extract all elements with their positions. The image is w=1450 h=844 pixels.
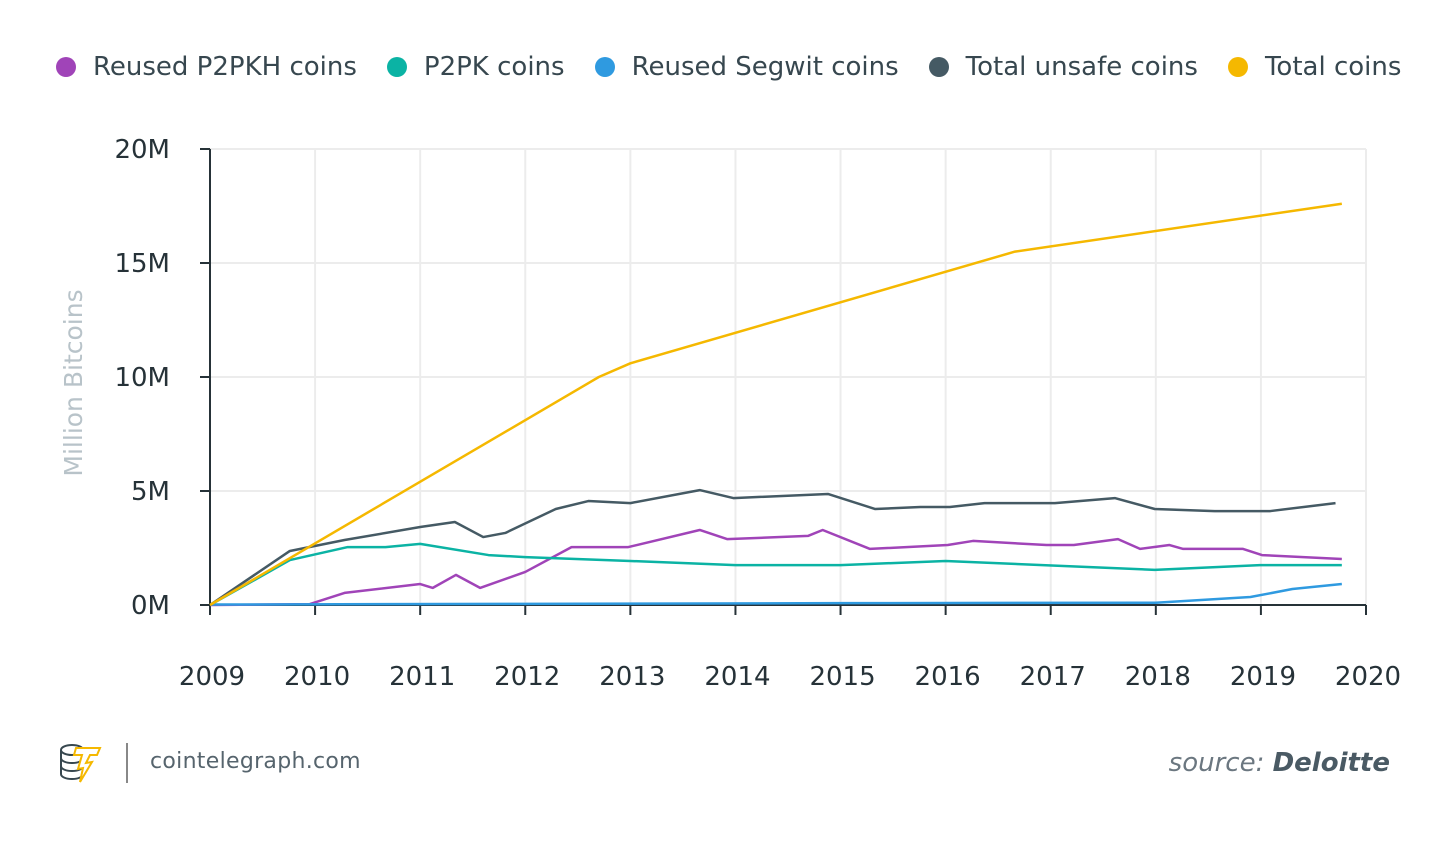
series-line-total-unsafe-coins	[209, 488, 1336, 607]
series-line-reused-segwit-coins	[209, 582, 1342, 606]
legend-item[interactable]: Reused P2PKH coins	[56, 52, 357, 82]
legend-label: Total coins	[1264, 52, 1402, 82]
source-name: Deloitte	[1272, 748, 1390, 778]
legend-dot-icon	[928, 57, 949, 77]
source-credit: source: Deloitte	[1169, 748, 1390, 778]
y-tick-label: 0M	[131, 591, 170, 621]
x-tick-label: 2012	[494, 662, 560, 692]
x-tick-label: 2010	[284, 662, 350, 692]
x-tick-label: 2013	[599, 662, 665, 692]
legend-dot-icon	[386, 57, 407, 77]
footer-divider	[126, 743, 128, 783]
x-tick-label: 2018	[1125, 662, 1191, 692]
legend-item[interactable]: P2PK coins	[386, 52, 565, 82]
legend-label: Total unsafe coins	[965, 52, 1198, 82]
x-tick-label: 2014	[704, 662, 770, 692]
legend-item[interactable]: Total coins	[1227, 52, 1402, 82]
y-tick-label: 10M	[114, 363, 170, 393]
x-tick-label: 2009	[179, 662, 245, 692]
legend-label: Reused P2PKH coins	[93, 52, 357, 82]
legend-dot-icon	[56, 57, 76, 77]
x-tick-label: 2011	[389, 662, 455, 692]
legend-dot-icon	[1227, 57, 1248, 77]
x-tick-label: 2019	[1230, 662, 1296, 692]
cointelegraph-logo-icon	[60, 744, 102, 783]
series-line-total-coins	[209, 202, 1343, 607]
site-name: cointelegraph.com	[150, 749, 361, 774]
y-tick-label: 15M	[114, 249, 170, 279]
x-tick-label: 2015	[809, 662, 875, 692]
source-prefix: source:	[1168, 748, 1273, 778]
x-tick-label: 2016	[915, 662, 981, 692]
x-tick-label: 2017	[1020, 662, 1086, 692]
x-tick-label: 2020	[1335, 662, 1401, 692]
series-line-reused-p2pkh-coins	[209, 528, 1342, 607]
y-tick-label: 20M	[114, 135, 170, 165]
legend-item[interactable]: Total unsafe coins	[928, 52, 1198, 82]
legend-label: Reused Segwit coins	[631, 52, 899, 82]
legend-label: P2PK coins	[423, 52, 565, 82]
legend-item[interactable]: Reused Segwit coins	[594, 52, 899, 82]
legend: Reused P2PKH coins P2PK coins Reused Segwi…	[56, 52, 1431, 82]
y-axis-label: Million Bitcoins	[59, 289, 88, 476]
y-tick-label: 5M	[131, 477, 170, 507]
legend-dot-icon	[594, 57, 615, 77]
series-line-p2pk-coins	[209, 542, 1342, 607]
